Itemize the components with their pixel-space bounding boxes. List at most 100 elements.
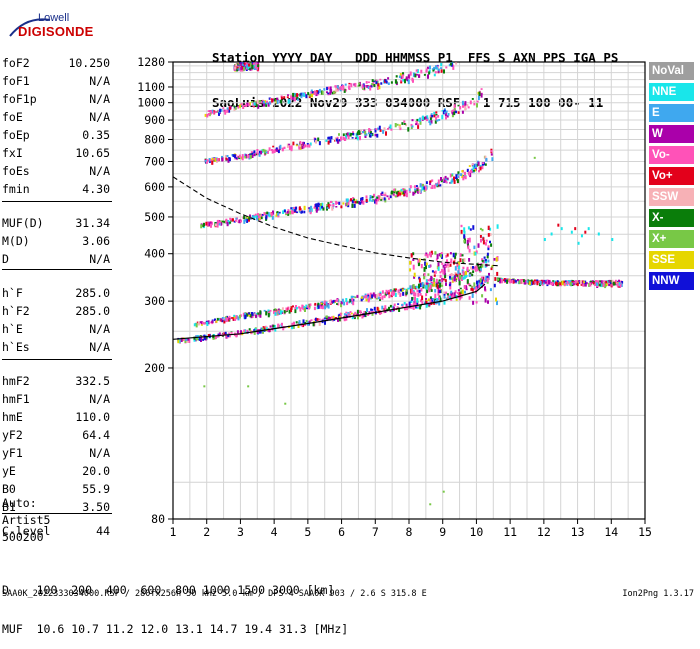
echo-point xyxy=(368,128,371,133)
echo-point xyxy=(303,144,306,148)
echo-point xyxy=(464,101,467,106)
echo-point xyxy=(388,294,391,299)
echo-point xyxy=(286,143,289,148)
echo-point xyxy=(387,82,390,85)
echo-point xyxy=(428,71,431,75)
echo-point xyxy=(415,305,418,309)
echo-point xyxy=(345,311,348,314)
echo-point xyxy=(258,213,261,216)
echo-point xyxy=(473,245,476,250)
echo-point xyxy=(241,63,244,66)
echo-point xyxy=(393,194,396,197)
echo-point xyxy=(358,82,361,85)
echo-point xyxy=(234,106,237,110)
param-row: h`F 285.0 xyxy=(2,286,110,300)
echo-point xyxy=(410,300,413,303)
echo-point xyxy=(407,79,410,85)
echo-point xyxy=(285,212,288,214)
echo-point xyxy=(368,198,371,202)
echo-point xyxy=(324,320,326,325)
echo-point xyxy=(452,252,455,258)
echo-point xyxy=(259,310,262,315)
echo-point xyxy=(402,188,405,191)
echo-point xyxy=(200,337,202,342)
param-value: 55.9 xyxy=(82,482,110,496)
echo-point xyxy=(472,300,475,305)
echo-point xyxy=(400,79,403,82)
echo-point xyxy=(335,200,338,205)
echo-point xyxy=(243,215,246,220)
echo-point xyxy=(464,106,467,111)
param-row: C-level 44 xyxy=(2,524,110,538)
echo-point xyxy=(351,296,353,298)
echo-point xyxy=(620,283,623,287)
echo-point xyxy=(462,177,465,181)
echo-point xyxy=(391,291,394,296)
echo-point xyxy=(290,95,293,100)
echo-point xyxy=(233,220,236,223)
echo-point xyxy=(399,127,402,131)
echo-point xyxy=(441,282,444,285)
echo-point xyxy=(330,200,332,204)
param-label: yF1 xyxy=(2,446,23,460)
echo-point xyxy=(480,276,483,280)
echo-point xyxy=(353,83,356,86)
param-row: hmE 110.0 xyxy=(2,410,110,424)
echo-point xyxy=(360,197,363,202)
echo-point xyxy=(291,95,294,101)
echo-point xyxy=(437,68,440,72)
echo-point xyxy=(215,157,218,161)
legend-vo-swatch: Vo+ xyxy=(649,167,694,185)
echo-point xyxy=(429,296,432,301)
echo-point xyxy=(274,328,277,332)
param-value: 332.5 xyxy=(75,374,110,388)
echo-point xyxy=(346,301,349,306)
echo-point xyxy=(490,267,493,271)
echo-point xyxy=(435,278,438,283)
echo-point xyxy=(481,259,484,263)
echo-point xyxy=(495,257,498,262)
echo-point xyxy=(241,156,244,161)
echo-point xyxy=(356,295,359,298)
echo-point xyxy=(376,86,379,90)
echo-point xyxy=(541,281,544,286)
echo-point xyxy=(254,313,257,316)
echo-point xyxy=(473,100,476,103)
echo-point xyxy=(206,221,209,226)
echo-point xyxy=(542,282,545,285)
echo-point xyxy=(425,282,428,286)
echo-point xyxy=(296,96,299,101)
echo-point xyxy=(479,235,482,238)
echo-point xyxy=(381,290,384,294)
echo-point xyxy=(439,184,442,187)
x-tick-label: 5 xyxy=(304,525,311,539)
echo-point xyxy=(572,283,575,286)
echo-point xyxy=(574,227,577,231)
echo-point xyxy=(478,166,481,170)
echo-point xyxy=(619,283,622,288)
echo-point xyxy=(477,161,480,166)
echo-point xyxy=(406,305,409,311)
echo-point xyxy=(427,279,430,282)
echo-point xyxy=(299,208,302,211)
echo-point xyxy=(293,206,296,210)
echo-point xyxy=(439,274,442,278)
echo-point xyxy=(548,280,550,285)
echo-point xyxy=(305,319,308,323)
echo-point xyxy=(294,309,297,314)
echo-point xyxy=(271,149,273,151)
echo-point xyxy=(362,83,365,88)
echo-point xyxy=(439,281,442,284)
echo-point xyxy=(206,113,209,118)
param-label: foEs xyxy=(2,164,30,178)
echo-point xyxy=(455,273,458,276)
echo-point xyxy=(247,215,250,218)
echo-point xyxy=(253,153,256,157)
echo-point xyxy=(233,314,236,317)
echo-point xyxy=(258,215,261,219)
echo-point xyxy=(260,216,263,220)
echo-point xyxy=(447,265,450,269)
echo-point xyxy=(489,240,491,244)
echo-point xyxy=(438,119,441,121)
echo-point xyxy=(551,282,553,286)
